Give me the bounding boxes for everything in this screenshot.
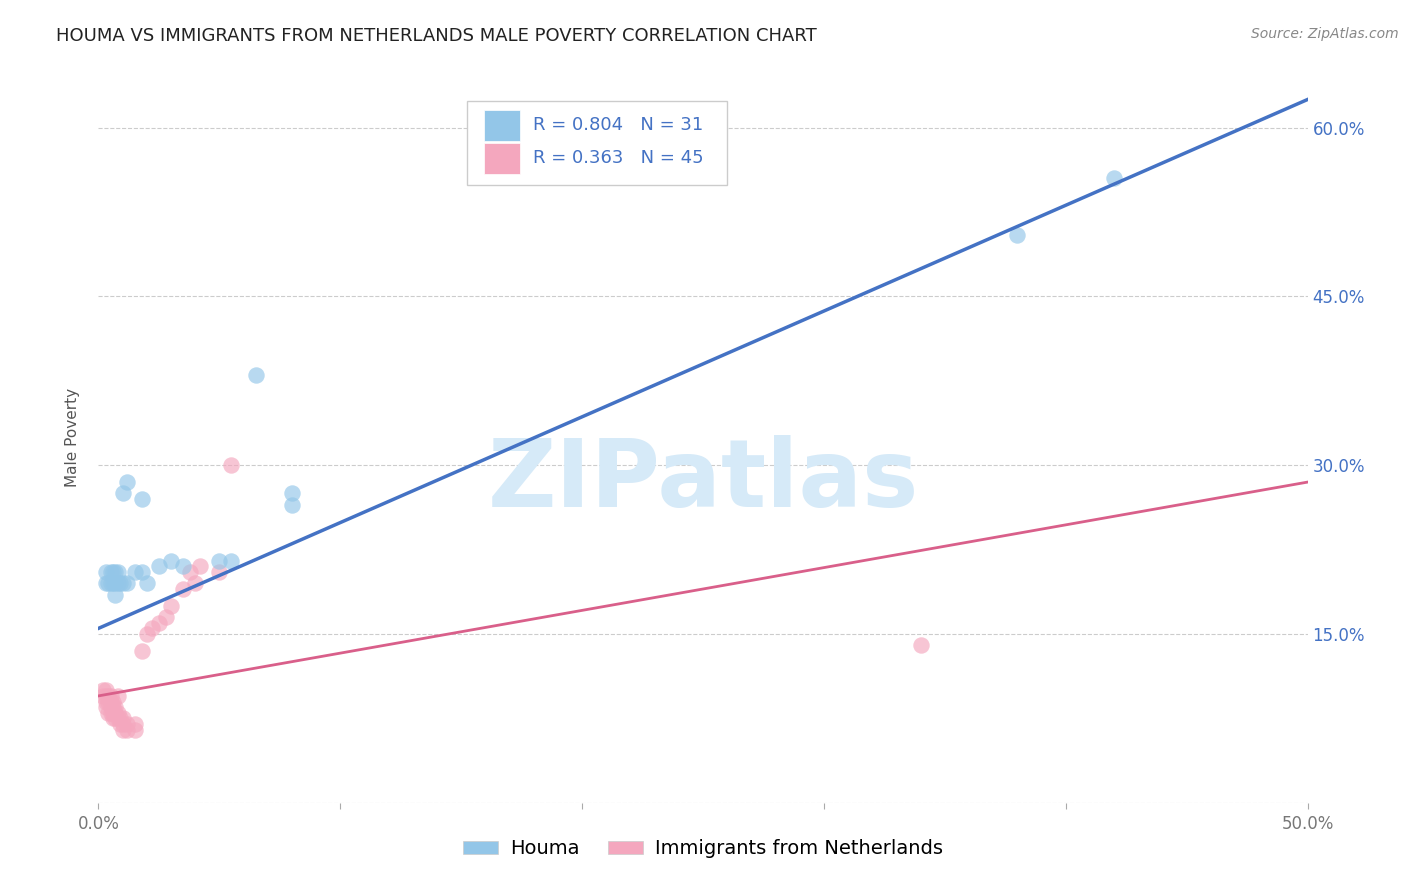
Point	[101, 694, 124, 708]
Point	[155, 610, 177, 624]
Point	[100, 565, 122, 579]
Point	[94, 576, 117, 591]
Point	[101, 565, 124, 579]
Point	[94, 694, 117, 708]
Point	[94, 683, 117, 698]
Point	[117, 723, 139, 737]
Point	[94, 689, 117, 703]
Text: R = 0.363   N = 45: R = 0.363 N = 45	[533, 149, 703, 168]
Point	[148, 615, 170, 630]
Point	[111, 717, 134, 731]
Point	[221, 554, 243, 568]
Point	[179, 565, 201, 579]
Point	[281, 498, 304, 512]
Point	[160, 554, 183, 568]
Point	[94, 700, 117, 714]
Point	[208, 554, 231, 568]
Point	[108, 711, 131, 725]
Point	[172, 559, 194, 574]
Point	[111, 711, 134, 725]
Point	[148, 559, 170, 574]
Y-axis label: Male Poverty: Male Poverty	[65, 387, 80, 487]
Point	[910, 638, 932, 652]
Point	[104, 711, 127, 725]
Point	[107, 565, 129, 579]
Point	[208, 565, 231, 579]
Point	[172, 582, 194, 596]
Point	[221, 458, 243, 473]
Point	[111, 486, 134, 500]
Point	[184, 576, 207, 591]
Bar	[484, 143, 520, 174]
Point	[135, 576, 157, 591]
Text: HOUMA VS IMMIGRANTS FROM NETHERLANDS MALE POVERTY CORRELATION CHART: HOUMA VS IMMIGRANTS FROM NETHERLANDS MAL…	[56, 27, 817, 45]
Point	[117, 475, 139, 489]
Point	[97, 706, 120, 720]
Point	[131, 491, 153, 506]
Point	[104, 700, 127, 714]
Point	[124, 565, 146, 579]
Legend: Houma, Immigrants from Netherlands: Houma, Immigrants from Netherlands	[456, 831, 950, 866]
Point	[108, 576, 131, 591]
Point	[100, 694, 122, 708]
Point	[91, 689, 114, 703]
Point	[107, 576, 129, 591]
FancyBboxPatch shape	[467, 101, 727, 185]
Point	[91, 683, 114, 698]
Point	[1102, 171, 1125, 186]
Point	[1007, 227, 1029, 242]
Point	[100, 689, 122, 703]
Point	[101, 700, 124, 714]
Text: R = 0.804   N = 31: R = 0.804 N = 31	[533, 117, 703, 135]
Point	[97, 694, 120, 708]
Point	[104, 576, 127, 591]
Point	[104, 565, 127, 579]
Point	[107, 711, 129, 725]
Point	[101, 711, 124, 725]
Point	[97, 576, 120, 591]
Point	[124, 717, 146, 731]
Bar	[484, 110, 520, 141]
Point	[104, 706, 127, 720]
Point	[100, 706, 122, 720]
Point	[141, 621, 163, 635]
Point	[111, 576, 134, 591]
Point	[100, 700, 122, 714]
Point	[97, 689, 120, 703]
Point	[94, 565, 117, 579]
Point	[135, 627, 157, 641]
Point	[111, 723, 134, 737]
Point	[108, 717, 131, 731]
Point	[104, 588, 127, 602]
Point	[160, 599, 183, 613]
Point	[131, 644, 153, 658]
Text: ZIPatlas: ZIPatlas	[488, 435, 918, 527]
Point	[124, 723, 146, 737]
Point	[107, 706, 129, 720]
Point	[100, 576, 122, 591]
Point	[107, 689, 129, 703]
Point	[281, 486, 304, 500]
Point	[188, 559, 211, 574]
Point	[131, 565, 153, 579]
Point	[245, 368, 267, 383]
Point	[117, 717, 139, 731]
Point	[117, 576, 139, 591]
Point	[101, 706, 124, 720]
Point	[101, 576, 124, 591]
Text: Source: ZipAtlas.com: Source: ZipAtlas.com	[1251, 27, 1399, 41]
